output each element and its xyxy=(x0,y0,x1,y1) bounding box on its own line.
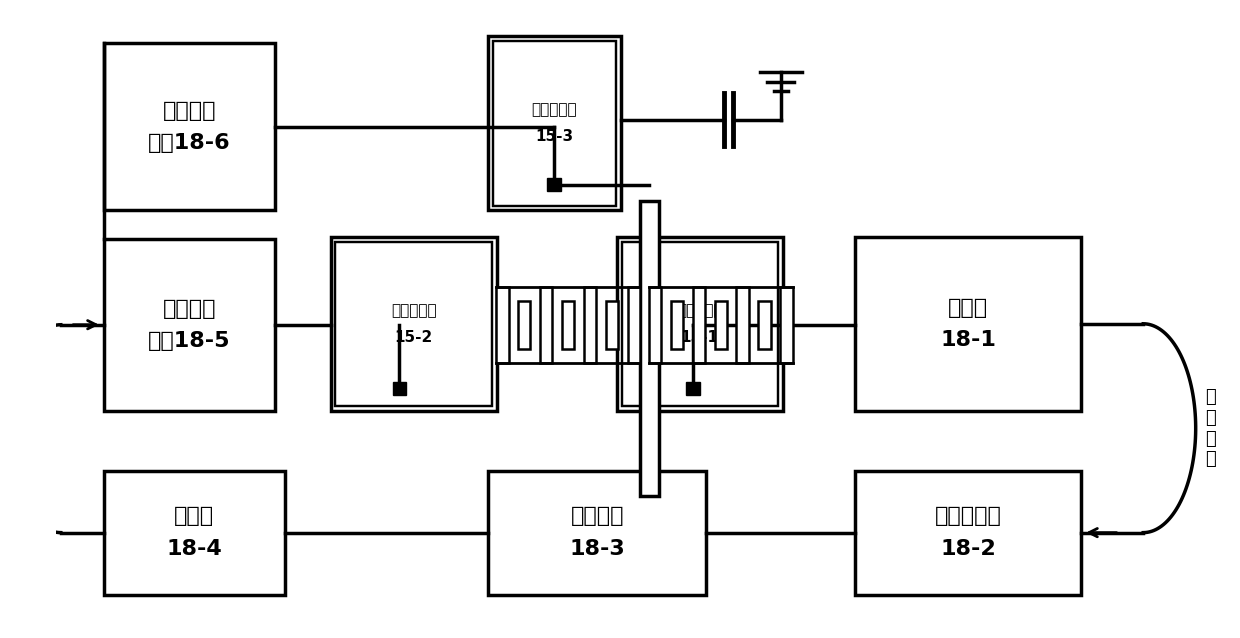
Text: 移相电路: 移相电路 xyxy=(570,507,624,526)
Text: 15-2: 15-2 xyxy=(394,330,433,345)
Bar xyxy=(104,471,285,595)
Bar xyxy=(331,237,497,411)
Text: 15-3: 15-3 xyxy=(536,129,573,144)
Text: 放大器: 放大器 xyxy=(949,297,988,318)
Bar xyxy=(393,382,405,396)
Text: 幅值调节: 幅值调节 xyxy=(162,299,216,318)
Bar xyxy=(547,178,560,191)
Bar xyxy=(640,201,658,496)
Bar xyxy=(492,41,616,205)
Bar xyxy=(693,286,706,363)
Text: 18-4: 18-4 xyxy=(166,539,222,559)
Text: 频率测量: 频率测量 xyxy=(162,101,216,121)
Bar xyxy=(541,286,553,363)
Bar xyxy=(496,286,508,363)
Bar xyxy=(714,301,727,348)
Bar xyxy=(621,242,777,406)
Bar xyxy=(687,382,699,396)
Text: 装置18-6: 装置18-6 xyxy=(149,133,231,153)
Bar xyxy=(606,301,619,348)
Bar xyxy=(104,43,275,211)
Bar xyxy=(616,237,782,411)
Bar xyxy=(562,301,574,348)
Bar xyxy=(856,471,1081,595)
Bar xyxy=(489,471,707,595)
Text: 带通滤波器: 带通滤波器 xyxy=(935,507,1002,526)
Bar xyxy=(671,301,683,348)
Bar xyxy=(780,286,792,363)
Text: 金属电极板: 金属电极板 xyxy=(532,102,577,117)
Bar xyxy=(584,286,596,363)
Text: 电路18-5: 电路18-5 xyxy=(149,331,231,351)
Bar xyxy=(737,286,749,363)
Bar xyxy=(759,301,771,348)
Text: 18-1: 18-1 xyxy=(940,330,996,350)
Text: 18-3: 18-3 xyxy=(569,539,625,559)
Bar xyxy=(856,237,1081,411)
Bar xyxy=(518,301,531,348)
Bar xyxy=(489,36,620,211)
Text: 15-1: 15-1 xyxy=(681,330,719,345)
Text: 自
激
振
荡: 自 激 振 荡 xyxy=(1204,388,1215,468)
Text: 金属电极板: 金属电极板 xyxy=(391,303,436,318)
Bar xyxy=(627,286,640,363)
Text: 金属电极板: 金属电极板 xyxy=(677,303,723,318)
Bar xyxy=(336,242,492,406)
Text: 18-2: 18-2 xyxy=(940,539,996,559)
Text: 比较器: 比较器 xyxy=(175,507,215,526)
Bar xyxy=(649,286,661,363)
Bar xyxy=(104,239,275,411)
